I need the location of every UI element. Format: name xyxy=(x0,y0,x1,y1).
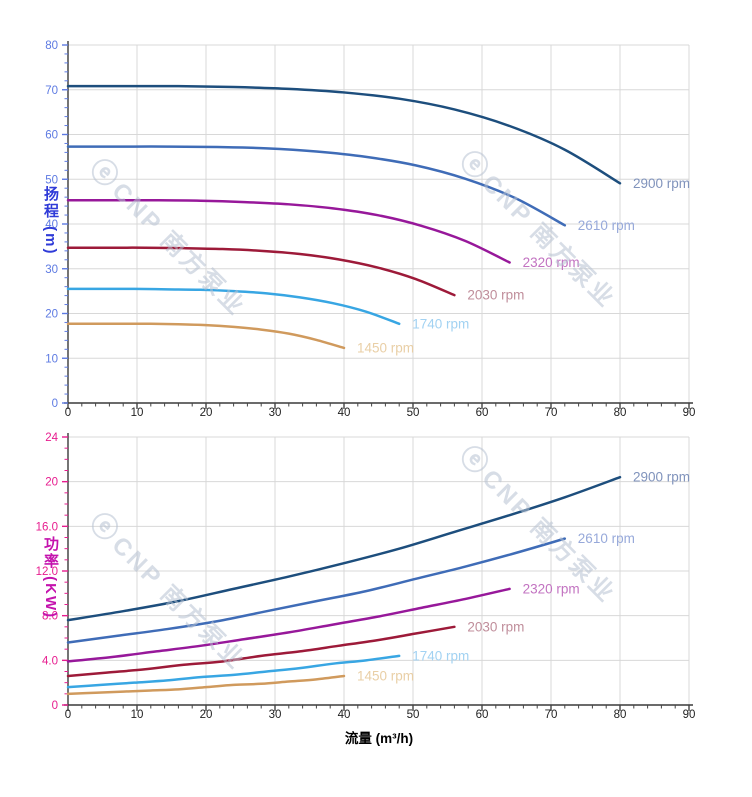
power-x-tick-label: 50 xyxy=(407,709,420,721)
head-curve-label-1740-rpm: 1740 rpm xyxy=(412,316,469,331)
power-curve-1740-rpm xyxy=(66,654,401,689)
head-x-tick-label: 70 xyxy=(545,407,558,419)
head-curve-2610-rpm xyxy=(66,145,567,227)
power-curve-label-1740-rpm: 1740 rpm xyxy=(412,648,469,663)
power-curve-1450-rpm xyxy=(66,674,346,696)
head-y-tick-label: 30 xyxy=(45,264,58,276)
head-x-tick-label: 50 xyxy=(407,407,420,419)
power-y-tick-label: 12.0 xyxy=(36,566,58,578)
power-x-tick-label: 30 xyxy=(269,709,282,721)
head-x-tick-label: 90 xyxy=(683,407,696,419)
power-x-tick-label: 70 xyxy=(545,709,558,721)
head-y-tick-label: 70 xyxy=(45,85,58,97)
head-curve-label-2610-rpm: 2610 rpm xyxy=(578,218,635,233)
head-y-tick-label: 60 xyxy=(45,130,58,142)
power-x-tick-label: 40 xyxy=(338,709,351,721)
power-curve-2320-rpm xyxy=(66,587,511,663)
power-x-tick-label: 60 xyxy=(476,709,489,721)
head-curve-label-2900-rpm: 2900 rpm xyxy=(633,176,690,191)
power-curve-label-2900-rpm: 2900 rpm xyxy=(633,470,690,485)
power-y-tick-label: 0 xyxy=(52,700,58,712)
power-x-tick-label: 90 xyxy=(683,709,696,721)
head-curve-label-1450-rpm: 1450 rpm xyxy=(357,340,414,355)
power-curve-label-2030-rpm: 2030 rpm xyxy=(467,619,524,634)
head-y-tick-label: 10 xyxy=(45,353,58,365)
power-y-tick-label: 16.0 xyxy=(36,521,58,533)
head-axis-title: 扬程 (m) xyxy=(42,186,59,256)
power-x-tick-label: 0 xyxy=(65,709,71,721)
head-y-tick-label: 40 xyxy=(45,219,58,231)
head-x-tick-label: 0 xyxy=(65,407,71,419)
power-y-tick-label: 4.0 xyxy=(42,655,58,667)
power-x-tick-label: 10 xyxy=(131,709,144,721)
power-curve-label-2320-rpm: 2320 rpm xyxy=(523,581,580,596)
power-x-tick-label: 20 xyxy=(200,709,213,721)
power-axis-title: 功率 (KW) xyxy=(42,536,59,620)
head-curve-2030-rpm xyxy=(66,246,456,297)
flow-axis-title: 流量 (m³/h) xyxy=(344,731,414,746)
power-curve-2900-rpm xyxy=(66,475,622,622)
head-curve-label-2320-rpm: 2320 rpm xyxy=(523,255,580,270)
head-x-tick-label: 30 xyxy=(269,407,282,419)
power-curve-2030-rpm xyxy=(66,625,456,678)
head-y-tick-label: 0 xyxy=(52,398,58,410)
head-x-tick-label: 20 xyxy=(200,407,213,419)
power-y-tick-label: 20 xyxy=(45,477,58,489)
head-y-tick-label: 80 xyxy=(45,40,58,52)
head-curve-2320-rpm xyxy=(66,198,511,264)
head-y-tick-label: 50 xyxy=(45,174,58,186)
head-x-tick-label: 10 xyxy=(131,407,144,419)
head-x-tick-label: 60 xyxy=(476,407,489,419)
head-x-tick-label: 40 xyxy=(338,407,351,419)
head-curve-label-2030-rpm: 2030 rpm xyxy=(467,288,524,303)
power-y-tick-label: 8.0 xyxy=(42,611,58,623)
head-y-tick-label: 20 xyxy=(45,309,58,321)
power-x-tick-label: 80 xyxy=(614,709,627,721)
head-curve-1450-rpm xyxy=(66,322,346,350)
head-x-tick-label: 80 xyxy=(614,407,627,419)
power-curve-2610-rpm xyxy=(66,537,567,644)
head-curve-1740-rpm xyxy=(66,287,401,326)
power-y-tick-label: 24 xyxy=(45,432,58,444)
head-curve-2900-rpm xyxy=(66,84,622,185)
power-curve-label-1450-rpm: 1450 rpm xyxy=(357,668,414,683)
power-curve-label-2610-rpm: 2610 rpm xyxy=(578,531,635,546)
